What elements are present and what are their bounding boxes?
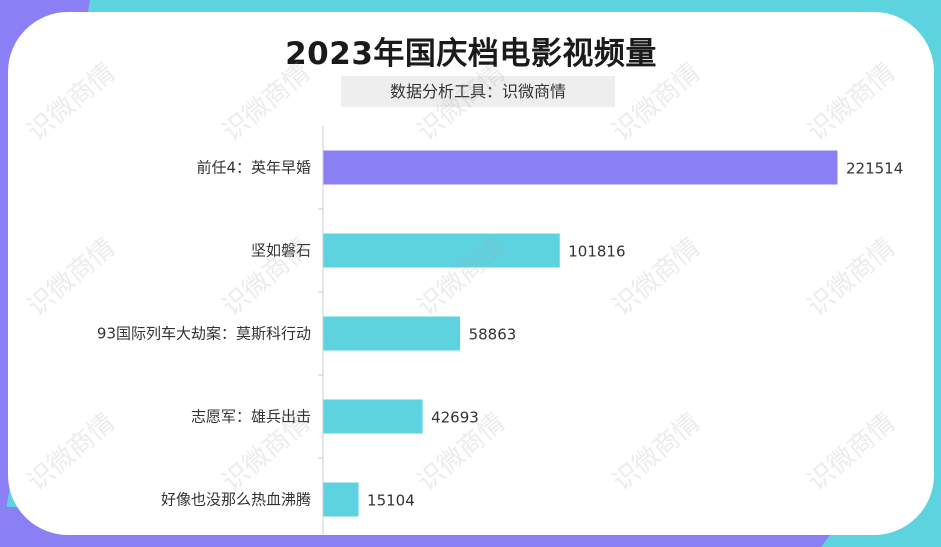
chart-title: 2023年国庆档电影视频量 (285, 36, 657, 72)
data-label: 101816 (568, 243, 625, 261)
data-label: 15104 (367, 492, 415, 510)
category-label: 志愿军：雄兵出击 (191, 408, 311, 426)
bar (323, 233, 560, 268)
bar (323, 150, 838, 185)
bar-chart: 前任4：英年早婚 221514 坚如磐石 101816 93国际列车大劫案：莫斯科行动 5… (97, 126, 903, 535)
data-label: 221514 (846, 160, 903, 178)
bar (323, 316, 461, 351)
data-label: 58863 (469, 326, 517, 344)
category-label: 坚如磐石 (251, 242, 311, 260)
category-label: 前任4：英年早婚 (196, 159, 311, 177)
chart-card: 2023年国庆档电影视频量 数据分析工具：识微商情 前任4：英年早婚 221514… (8, 12, 934, 535)
category-label: 93国际列车大劫案：莫斯科行动 (97, 325, 311, 343)
data-label: 42693 (431, 409, 479, 427)
bar (323, 399, 423, 434)
chart-subtitle: 数据分析工具：识微商情 (341, 76, 615, 107)
bar (323, 482, 359, 517)
category-label: 好像也没那么热血沸腾 (161, 491, 311, 509)
